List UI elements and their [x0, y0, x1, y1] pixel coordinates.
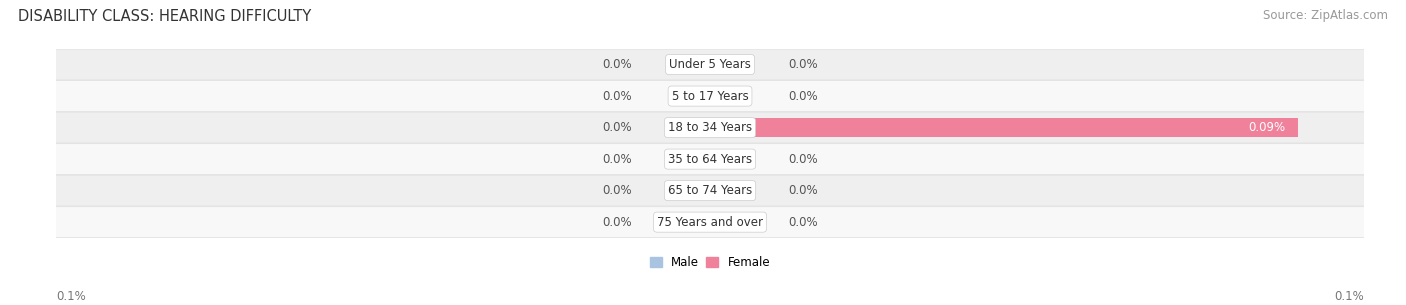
Text: 0.0%: 0.0%	[789, 216, 818, 229]
Text: 0.09%: 0.09%	[1249, 121, 1285, 134]
Text: 35 to 64 Years: 35 to 64 Years	[668, 152, 752, 166]
Text: 0.0%: 0.0%	[602, 152, 631, 166]
FancyBboxPatch shape	[0, 112, 1406, 143]
FancyBboxPatch shape	[0, 175, 1406, 206]
Text: 0.0%: 0.0%	[602, 121, 631, 134]
Text: DISABILITY CLASS: HEARING DIFFICULTY: DISABILITY CLASS: HEARING DIFFICULTY	[18, 9, 312, 24]
Text: 0.1%: 0.1%	[1334, 290, 1364, 303]
Bar	[683, 181, 710, 200]
Text: 18 to 34 Years: 18 to 34 Years	[668, 121, 752, 134]
Bar	[683, 213, 710, 231]
Text: 0.1%: 0.1%	[56, 290, 86, 303]
Text: Source: ZipAtlas.com: Source: ZipAtlas.com	[1263, 9, 1388, 22]
Text: Under 5 Years: Under 5 Years	[669, 58, 751, 71]
Text: 0.0%: 0.0%	[602, 58, 631, 71]
Text: 0.0%: 0.0%	[789, 184, 818, 197]
Text: 0.0%: 0.0%	[602, 216, 631, 229]
Bar	[710, 181, 737, 200]
Text: 0.0%: 0.0%	[789, 58, 818, 71]
Text: 0.0%: 0.0%	[602, 90, 631, 102]
Text: 0.0%: 0.0%	[789, 90, 818, 102]
Bar	[710, 213, 737, 231]
Bar	[710, 87, 737, 105]
Text: 65 to 74 Years: 65 to 74 Years	[668, 184, 752, 197]
Text: 75 Years and over: 75 Years and over	[657, 216, 763, 229]
FancyBboxPatch shape	[0, 81, 1406, 112]
Bar	[710, 118, 1298, 137]
Text: 0.0%: 0.0%	[602, 184, 631, 197]
Bar	[710, 150, 737, 168]
Bar	[683, 87, 710, 105]
Bar	[683, 56, 710, 74]
Bar	[683, 150, 710, 168]
Text: 0.0%: 0.0%	[789, 152, 818, 166]
FancyBboxPatch shape	[0, 144, 1406, 174]
Text: 5 to 17 Years: 5 to 17 Years	[672, 90, 748, 102]
Bar	[710, 56, 737, 74]
FancyBboxPatch shape	[0, 49, 1406, 80]
FancyBboxPatch shape	[0, 207, 1406, 238]
Legend: Male, Female: Male, Female	[645, 251, 775, 274]
Bar	[683, 118, 710, 137]
